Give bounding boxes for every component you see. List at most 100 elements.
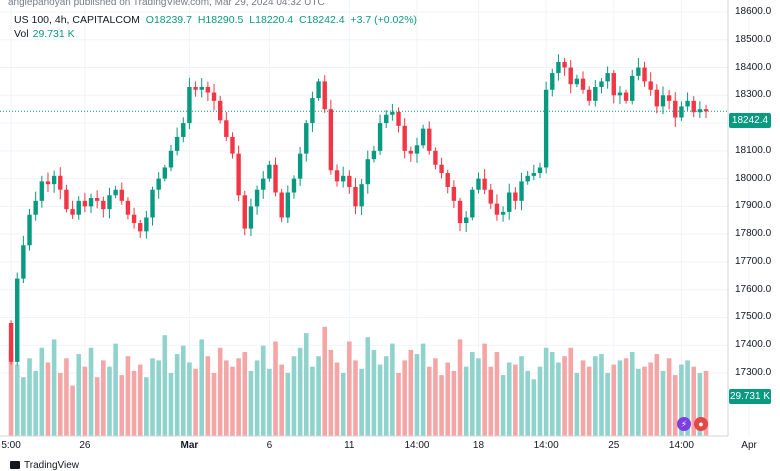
candle-body [433, 150, 438, 165]
volume-bar [131, 370, 137, 436]
volume-bar [642, 366, 647, 436]
candle-body [156, 178, 161, 190]
volume-bar [33, 370, 38, 436]
candle-body [15, 278, 20, 362]
x-tick-label: 14:00 [668, 440, 694, 451]
volume-legend: Vol 29.731 K [14, 28, 75, 40]
volume-bar [482, 343, 487, 436]
us-flag-icon[interactable]: ● [694, 417, 708, 431]
candle-body [88, 198, 94, 207]
candle-body [636, 67, 641, 76]
candle-body [623, 92, 629, 101]
candle-body [384, 114, 389, 124]
candle-body [193, 86, 198, 90]
publisher-caption: anglepanoyan published on TradingView.co… [8, 0, 325, 8]
high-value: H18290.5 [197, 14, 244, 26]
volume-bar [494, 352, 500, 436]
candle-body [488, 189, 493, 204]
candle-body [691, 100, 696, 113]
volume-bar [531, 379, 537, 436]
candle-body [168, 150, 174, 168]
x-tick-label: 5:00 [1, 440, 21, 451]
volume-bar [168, 373, 174, 436]
candle-body [273, 164, 278, 193]
tradingview-brand: TradingView [10, 460, 79, 471]
candle-body [371, 150, 377, 160]
volume-bar [211, 373, 217, 436]
candle-body [556, 61, 561, 74]
volume-bar [685, 360, 690, 436]
volume-bar [57, 373, 63, 436]
candle-body [531, 173, 537, 176]
candle-body [211, 92, 217, 101]
volume-bar [70, 385, 75, 436]
candle-body [21, 245, 26, 279]
volume-bar [470, 352, 475, 436]
volume-bar [457, 339, 463, 436]
y-tick-label: 17800.0 [735, 228, 772, 240]
candle-body [322, 81, 327, 110]
volume-bar [328, 349, 334, 436]
candle-body [291, 178, 297, 193]
volume-bar [408, 349, 414, 436]
volume-bar [414, 354, 420, 436]
volume-bar [433, 358, 438, 436]
volume-bar [506, 362, 512, 436]
symbol-label[interactable]: US 100, 4h, CAPITALCOM [14, 14, 140, 26]
candle-body [507, 192, 512, 212]
volume-bar [549, 352, 555, 436]
volume-bar [537, 366, 543, 436]
candle-body [543, 89, 549, 168]
candle-body [408, 150, 414, 154]
candle-body [76, 200, 81, 215]
volume-bar [94, 377, 100, 436]
volume-bar [543, 347, 549, 436]
candle-body [242, 195, 247, 229]
volume-bar [383, 356, 389, 436]
volume-bar [137, 364, 143, 436]
y-tick-label: 18400.0 [735, 61, 772, 73]
candle-body [377, 123, 383, 151]
candle-body [340, 175, 346, 182]
event-flag-icon[interactable]: ⚡ [677, 417, 691, 431]
candle-body [482, 178, 487, 190]
volume-bar [599, 354, 604, 436]
volume-bar [562, 356, 567, 436]
y-tick-label: 18000.0 [735, 172, 772, 184]
volume-bar [519, 356, 524, 436]
candle-body [463, 217, 469, 224]
candle-body [359, 184, 364, 207]
volume-bar [267, 368, 272, 436]
candle-body [396, 111, 401, 126]
volume-bar [303, 333, 309, 436]
volume-bar [371, 349, 377, 436]
volume-bar [199, 339, 205, 436]
candle-body [617, 92, 623, 96]
volume-bar [463, 366, 469, 436]
candle-body [304, 123, 309, 154]
volume-bar [340, 373, 346, 436]
volume-label[interactable]: Vol [14, 28, 29, 40]
candle-body [64, 189, 69, 210]
candle-body [82, 200, 88, 207]
volume-bar [574, 373, 580, 436]
candle-body [205, 86, 211, 93]
candle-body [70, 209, 75, 215]
volume-bar [648, 362, 653, 436]
candle-body [297, 153, 303, 179]
candle-body [334, 170, 340, 182]
y-tick-label: 17900.0 [735, 200, 772, 212]
candle-body [267, 164, 272, 179]
candle-body [150, 189, 155, 218]
volume-bar [679, 364, 684, 436]
candle-body [451, 186, 457, 201]
candle-body [648, 81, 653, 90]
x-tick-label: 6 [266, 440, 273, 451]
candle-body [45, 181, 51, 185]
volume-bar [556, 362, 561, 436]
candle-body [673, 100, 678, 118]
volume-bar [420, 343, 426, 436]
volume-bar [101, 360, 106, 436]
ohlc-legend: US 100, 4h, CAPITALCOM O18239.7 H18290.5… [14, 14, 420, 26]
